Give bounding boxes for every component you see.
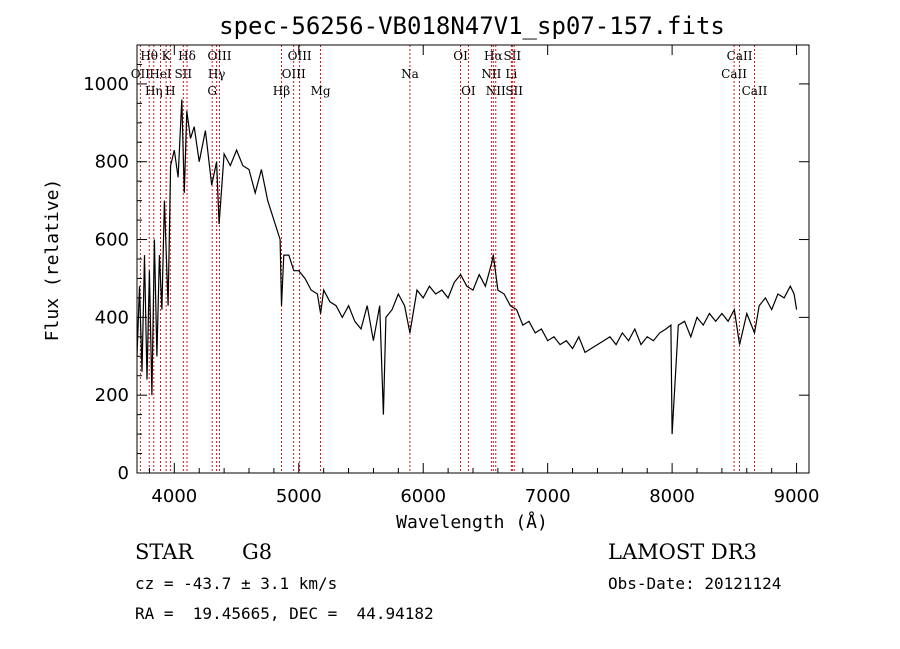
marker-label-20: NII (486, 84, 506, 98)
marker-label-3: K (162, 49, 172, 63)
ra-dec: RA = 19.45665, DEC = 44.94182 (135, 604, 434, 623)
y-tick-label-2: 400 (95, 307, 129, 328)
marker-label-19: NII (481, 67, 501, 81)
marker-label-16: OI (453, 49, 468, 63)
marker-label-10: G (207, 84, 217, 98)
y-axis: 0 200 400 600 800 1000 (83, 44, 809, 484)
marker-label-8: OIII (207, 49, 231, 63)
marker-label-6: H (165, 84, 175, 98)
y-tick-label-4: 800 (95, 152, 129, 173)
marker-label-4: HeI (149, 67, 172, 81)
chart-title: spec-56256-VB018N47V1_sp07-157.fits (219, 12, 725, 40)
x-axis: 4000 5000 6000 7000 8000 9000 (148, 45, 820, 507)
marker-label-23: SII (505, 84, 523, 98)
y-tick-label-3: 600 (95, 230, 129, 251)
x-tick-label-4: 8000 (649, 486, 695, 507)
obs-date: Obs-Date: 20121124 (608, 574, 782, 593)
marker-label-0: OII (131, 67, 151, 81)
marker-label-2: Hη (145, 84, 163, 98)
y-tick-label-0: 0 (118, 463, 129, 484)
marker-label-9: Hγ (208, 67, 226, 81)
marker-label-13: OIII (282, 67, 306, 81)
marker-label-22: Li (505, 67, 517, 81)
marker-label-5: SII (174, 67, 192, 81)
x-axis-label: Wavelength (Å) (396, 511, 548, 533)
marker-label-15: Na (401, 67, 419, 81)
marker-label-17: OI (461, 84, 476, 98)
x-tick-label-2: 6000 (400, 486, 446, 507)
marker-label-12: OIII (288, 49, 312, 63)
y-axis-label: Flux (relative) (42, 179, 63, 342)
marker-label-14: Mg (311, 84, 331, 98)
marker-label-26: CaII (742, 84, 768, 98)
marker-label-11: Hβ (273, 84, 290, 98)
marker-label-7: Hδ (178, 49, 196, 63)
marker-label-18: Hα (484, 49, 503, 63)
marker-label-1: Hθ (140, 49, 158, 63)
star-class: STAR (135, 540, 194, 564)
plot-frame (136, 44, 810, 474)
survey-name: LAMOST DR3 (608, 540, 757, 564)
x-tick-label-3: 7000 (525, 486, 571, 507)
star-subclass: G8 (242, 540, 273, 564)
marker-label-24: CaII (727, 49, 753, 63)
spectrum-line-0 (136, 99, 798, 435)
marker-label-25: CaII (721, 67, 747, 81)
x-tick-label-5: 9000 (774, 486, 820, 507)
y-tick-label-1: 200 (95, 385, 129, 406)
spectrum-series (136, 99, 798, 435)
redshift-cz: cz = -43.7 ± 3.1 km/s (135, 574, 338, 593)
x-tick-label-1: 5000 (276, 486, 322, 507)
marker-label-21: SII (503, 49, 521, 63)
x-tick-label-0: 4000 (151, 486, 197, 507)
y-tick-label-5: 1000 (83, 74, 129, 95)
